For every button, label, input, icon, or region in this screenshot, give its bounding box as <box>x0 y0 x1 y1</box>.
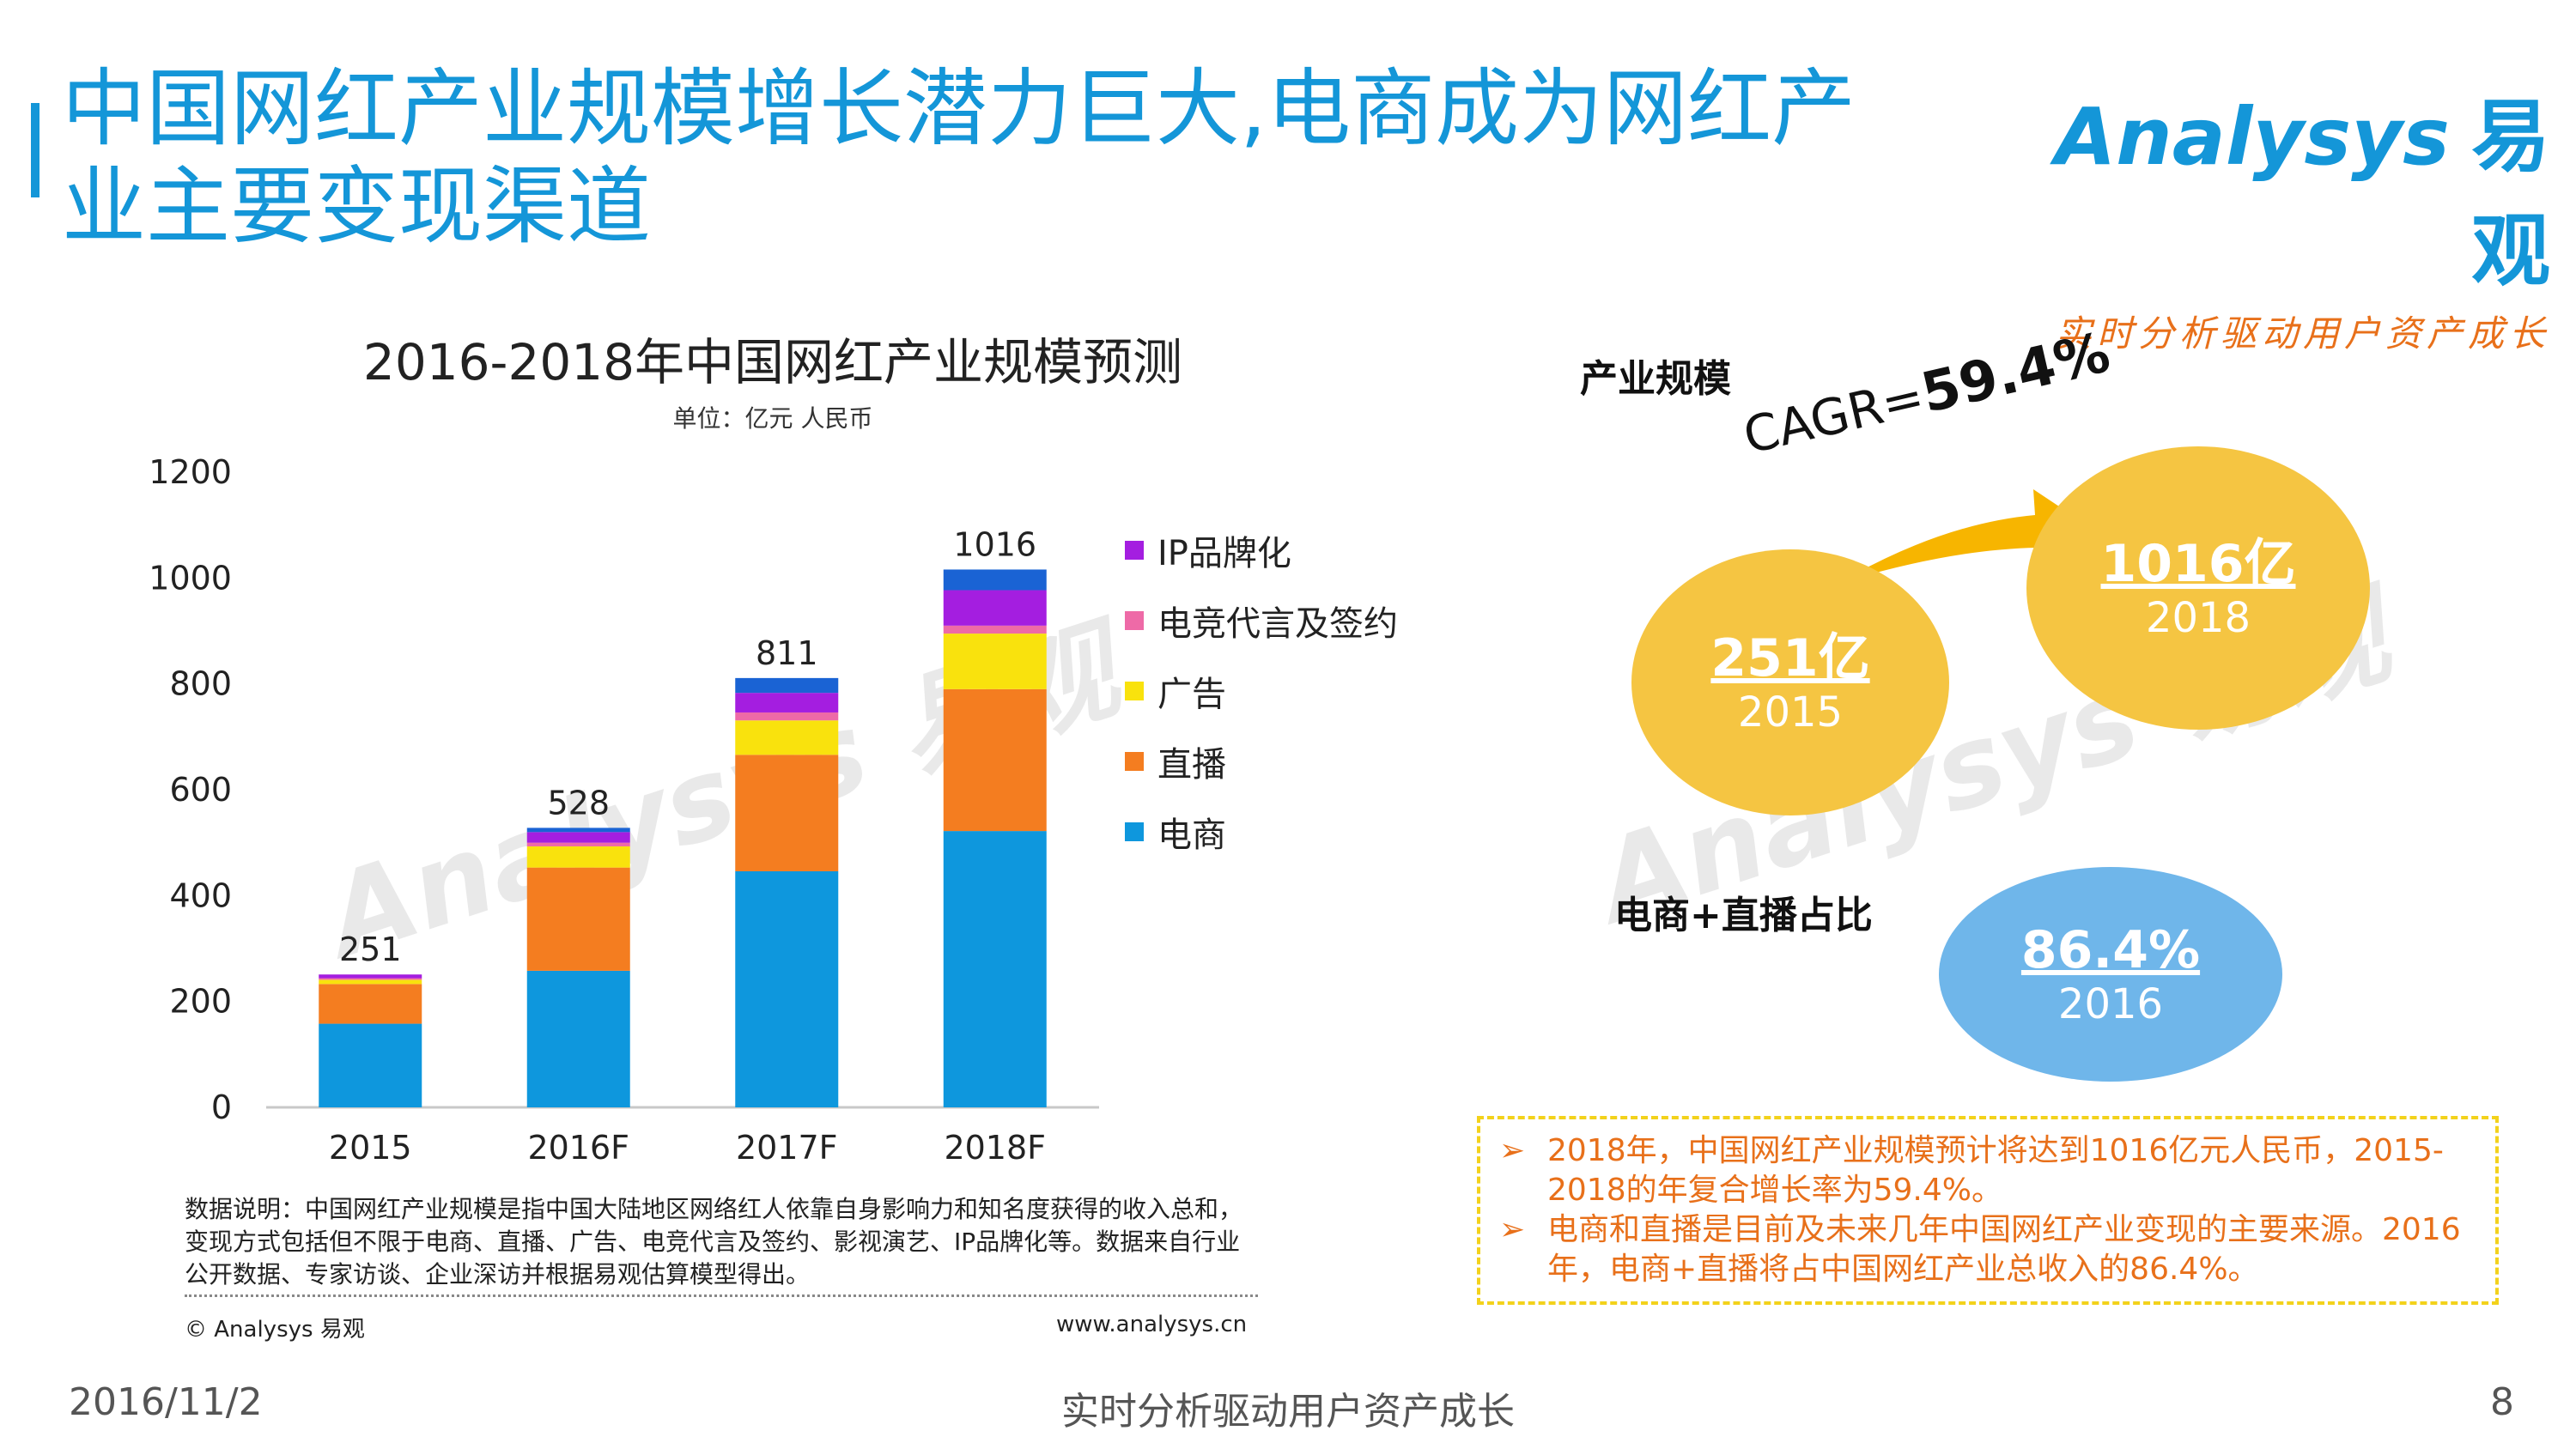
y-tick-label: 1000 <box>149 559 232 597</box>
copyright: © Analysys 易观 <box>185 1317 365 1343</box>
bar-segment <box>943 634 1047 689</box>
legend-item: IP品牌化 <box>1125 515 1398 585</box>
y-tick-label: 1200 <box>149 453 232 491</box>
bar-segment <box>526 832 630 843</box>
legend-item: 直播 <box>1125 726 1398 797</box>
legend-item: 广告 <box>1125 656 1398 726</box>
bar-segment <box>735 720 839 755</box>
bar-segment <box>943 688 1047 832</box>
site-link[interactable]: www.analysys.cn <box>1056 1312 1248 1337</box>
brand-cn: 易观 <box>2470 91 2550 297</box>
legend-swatch <box>1125 541 1144 560</box>
y-tick-label: 400 <box>169 876 232 914</box>
bar-segment <box>943 625 1047 634</box>
legend-item: 电竞代言及签约 <box>1125 585 1398 656</box>
legend-label: 直播 <box>1157 745 1226 785</box>
bar-segment <box>735 693 839 712</box>
legend-label: 电竞代言及签约 <box>1157 604 1398 644</box>
cagr-prefix: CAGR= <box>1738 367 1930 466</box>
y-tick-label: 200 <box>169 983 232 1021</box>
bar-segment <box>526 846 630 868</box>
bubble-value: 251亿 <box>1710 628 1870 688</box>
footer-slogan: 实时分析驱动用户资产成长 <box>1061 1390 1515 1434</box>
bar-total-label: 251 <box>339 931 402 968</box>
arrow-bullet-icon: ➢ <box>1499 1133 1526 1168</box>
summary-text: 电商和直播是目前及未来几年中国网红产业变现的主要来源。2016年，电商+直播将占… <box>1547 1212 2461 1287</box>
bar-segment <box>735 712 839 721</box>
y-tick-label: 600 <box>169 771 232 809</box>
x-tick-label: 2016F <box>527 1129 629 1167</box>
legend-label: 广告 <box>1157 675 1226 714</box>
brand-slogan: 实时分析驱动用户资产成长 <box>2055 312 2550 355</box>
x-tick-label: 2018F <box>944 1129 1046 1167</box>
bubble-value: 1016亿 <box>2100 534 2296 594</box>
page-number: 8 <box>2490 1380 2514 1424</box>
bar-segment <box>943 569 1047 591</box>
bubble-2018: 1016亿 2018 <box>2026 446 2370 730</box>
legend-item: 电商 <box>1125 797 1398 867</box>
brand-name: Analysys <box>2055 91 2450 183</box>
bar-segment <box>526 842 630 846</box>
bar-segment <box>319 1023 422 1107</box>
page-title: 中国网红产业规模增长潜力巨大,电商成为网红产业主要变现渠道 <box>62 60 1856 256</box>
summary-box: ➢ 2018年，中国网红产业规模预计将达到1016亿元人民币，2015-2018… <box>1477 1116 2499 1305</box>
bar-total-label: 528 <box>547 784 610 822</box>
bubble-share: 86.4% 2016 <box>1939 867 2282 1082</box>
bar-segment <box>943 590 1047 626</box>
bar-segment <box>735 677 839 694</box>
bar-segment <box>319 979 422 985</box>
legend-label: IP品牌化 <box>1157 534 1291 573</box>
label-industry-scale: 产业规模 <box>1580 357 1731 401</box>
summary-item: ➢ 2018年，中国网红产业规模预计将达到1016亿元人民币，2015-2018… <box>1499 1131 2476 1210</box>
y-tick-label: 800 <box>169 665 232 703</box>
bar-total-label: 1016 <box>953 525 1036 563</box>
summary-text: 2018年，中国网红产业规模预计将达到1016亿元人民币，2015-2018的年… <box>1547 1133 2444 1208</box>
brand-logo: Analysys 易观 实时分析驱动用户资产成长 <box>2018 73 2550 357</box>
bubble-year: 2015 <box>1737 688 1844 737</box>
x-tick-label: 2017F <box>736 1129 838 1167</box>
divider <box>185 1294 1258 1297</box>
cagr-label: CAGR=59.4% <box>1737 321 2116 467</box>
bar-segment <box>735 870 839 1107</box>
data-note: 数据说明：中国网红产业规模是指中国大陆地区网络红人依靠自身影响力和知名度获得的收… <box>185 1195 1243 1288</box>
chart-legend: IP品牌化 电竞代言及签约 广告 直播 电商 <box>1125 515 1398 867</box>
stacked-bar-chart: 0 200 400 600 800 1000 1200 251 2015 528 2016F 811 2… <box>149 453 1099 1167</box>
bar-segment <box>735 755 839 871</box>
legend-swatch <box>1125 611 1144 630</box>
bar-segment <box>319 978 422 980</box>
title-accent-bar <box>31 103 39 197</box>
chart-title: 2016-2018年中国网红产业规模预测 <box>362 333 1183 391</box>
bar-segment <box>319 974 422 979</box>
bubble-2015: 251亿 2015 <box>1631 549 1949 815</box>
cagr-value: 59.4% <box>1915 321 2116 427</box>
bubble-year: 2018 <box>2145 594 2251 642</box>
bubble-year: 2016 <box>2057 980 2164 1028</box>
legend-swatch <box>1125 752 1144 771</box>
chart-unit: 单位：亿元 人民币 <box>672 404 873 433</box>
growth-arrow-icon <box>1838 489 2095 584</box>
bar-total-label: 811 <box>756 634 818 672</box>
bar-segment <box>319 984 422 1024</box>
y-tick-label: 0 <box>211 1088 232 1126</box>
x-tick-label: 2015 <box>329 1129 412 1167</box>
bar-segment <box>526 970 630 1107</box>
bubble-value: 86.4% <box>2020 920 2201 980</box>
footer-date: 2016/11/2 <box>69 1380 263 1424</box>
legend-swatch <box>1125 822 1144 841</box>
legend-label: 电商 <box>1157 815 1226 855</box>
bar-segment <box>526 828 630 833</box>
arrow-bullet-icon: ➢ <box>1499 1212 1526 1247</box>
legend-swatch <box>1125 682 1144 700</box>
bar-segment <box>526 867 630 971</box>
bar-segment <box>943 831 1047 1107</box>
summary-item: ➢ 电商和直播是目前及未来几年中国网红产业变现的主要来源。2016年，电商+直播… <box>1499 1210 2476 1289</box>
label-ecommerce-live-share: 电商+直播占比 <box>1614 894 1873 937</box>
